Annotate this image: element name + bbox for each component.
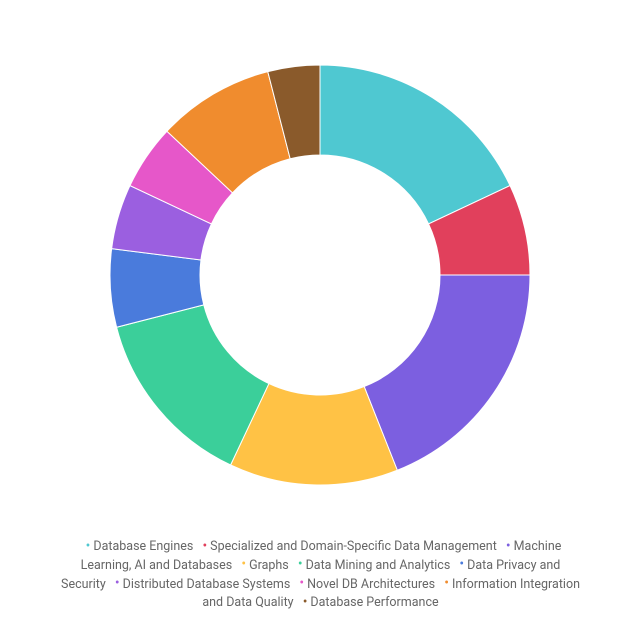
legend-item: •Graphs xyxy=(235,558,288,573)
legend: •Database Engines •Specialized and Domai… xyxy=(61,538,581,613)
legend-item: •Distributed Database Systems xyxy=(109,577,290,592)
legend-bullet-icon: • xyxy=(115,576,120,590)
legend-bullet-icon: • xyxy=(303,595,308,609)
legend-label: Database Engines xyxy=(93,539,193,554)
legend-label: Distributed Database Systems xyxy=(123,577,291,592)
legend-label: Data Mining and Analytics xyxy=(306,558,451,573)
legend-bullet-icon: • xyxy=(506,539,511,553)
legend-bullet-icon: • xyxy=(241,557,246,571)
legend-item: •Database Engines xyxy=(80,539,194,554)
legend-item: •Novel DB Architectures xyxy=(293,577,435,592)
legend-item: •Data Mining and Analytics xyxy=(292,558,450,573)
donut-slice xyxy=(364,275,530,470)
legend-label: Graphs xyxy=(249,558,289,573)
legend-label: Database Performance xyxy=(310,595,438,610)
legend-label: Novel DB Architectures xyxy=(307,577,435,592)
legend-bullet-icon: • xyxy=(298,557,303,571)
legend-bullet-icon: • xyxy=(202,539,207,553)
donut-chart xyxy=(0,0,641,530)
legend-bullet-icon: • xyxy=(444,576,449,590)
legend-label: Specialized and Domain-Specific Data Man… xyxy=(210,539,497,554)
legend-item: •Specialized and Domain-Specific Data Ma… xyxy=(196,539,496,554)
legend-item: •Database Performance xyxy=(297,595,439,610)
legend-bullet-icon: • xyxy=(459,557,464,571)
legend-bullet-icon: • xyxy=(86,539,91,553)
chart-container: •Database Engines •Specialized and Domai… xyxy=(0,0,641,641)
legend-bullet-icon: • xyxy=(299,576,304,590)
